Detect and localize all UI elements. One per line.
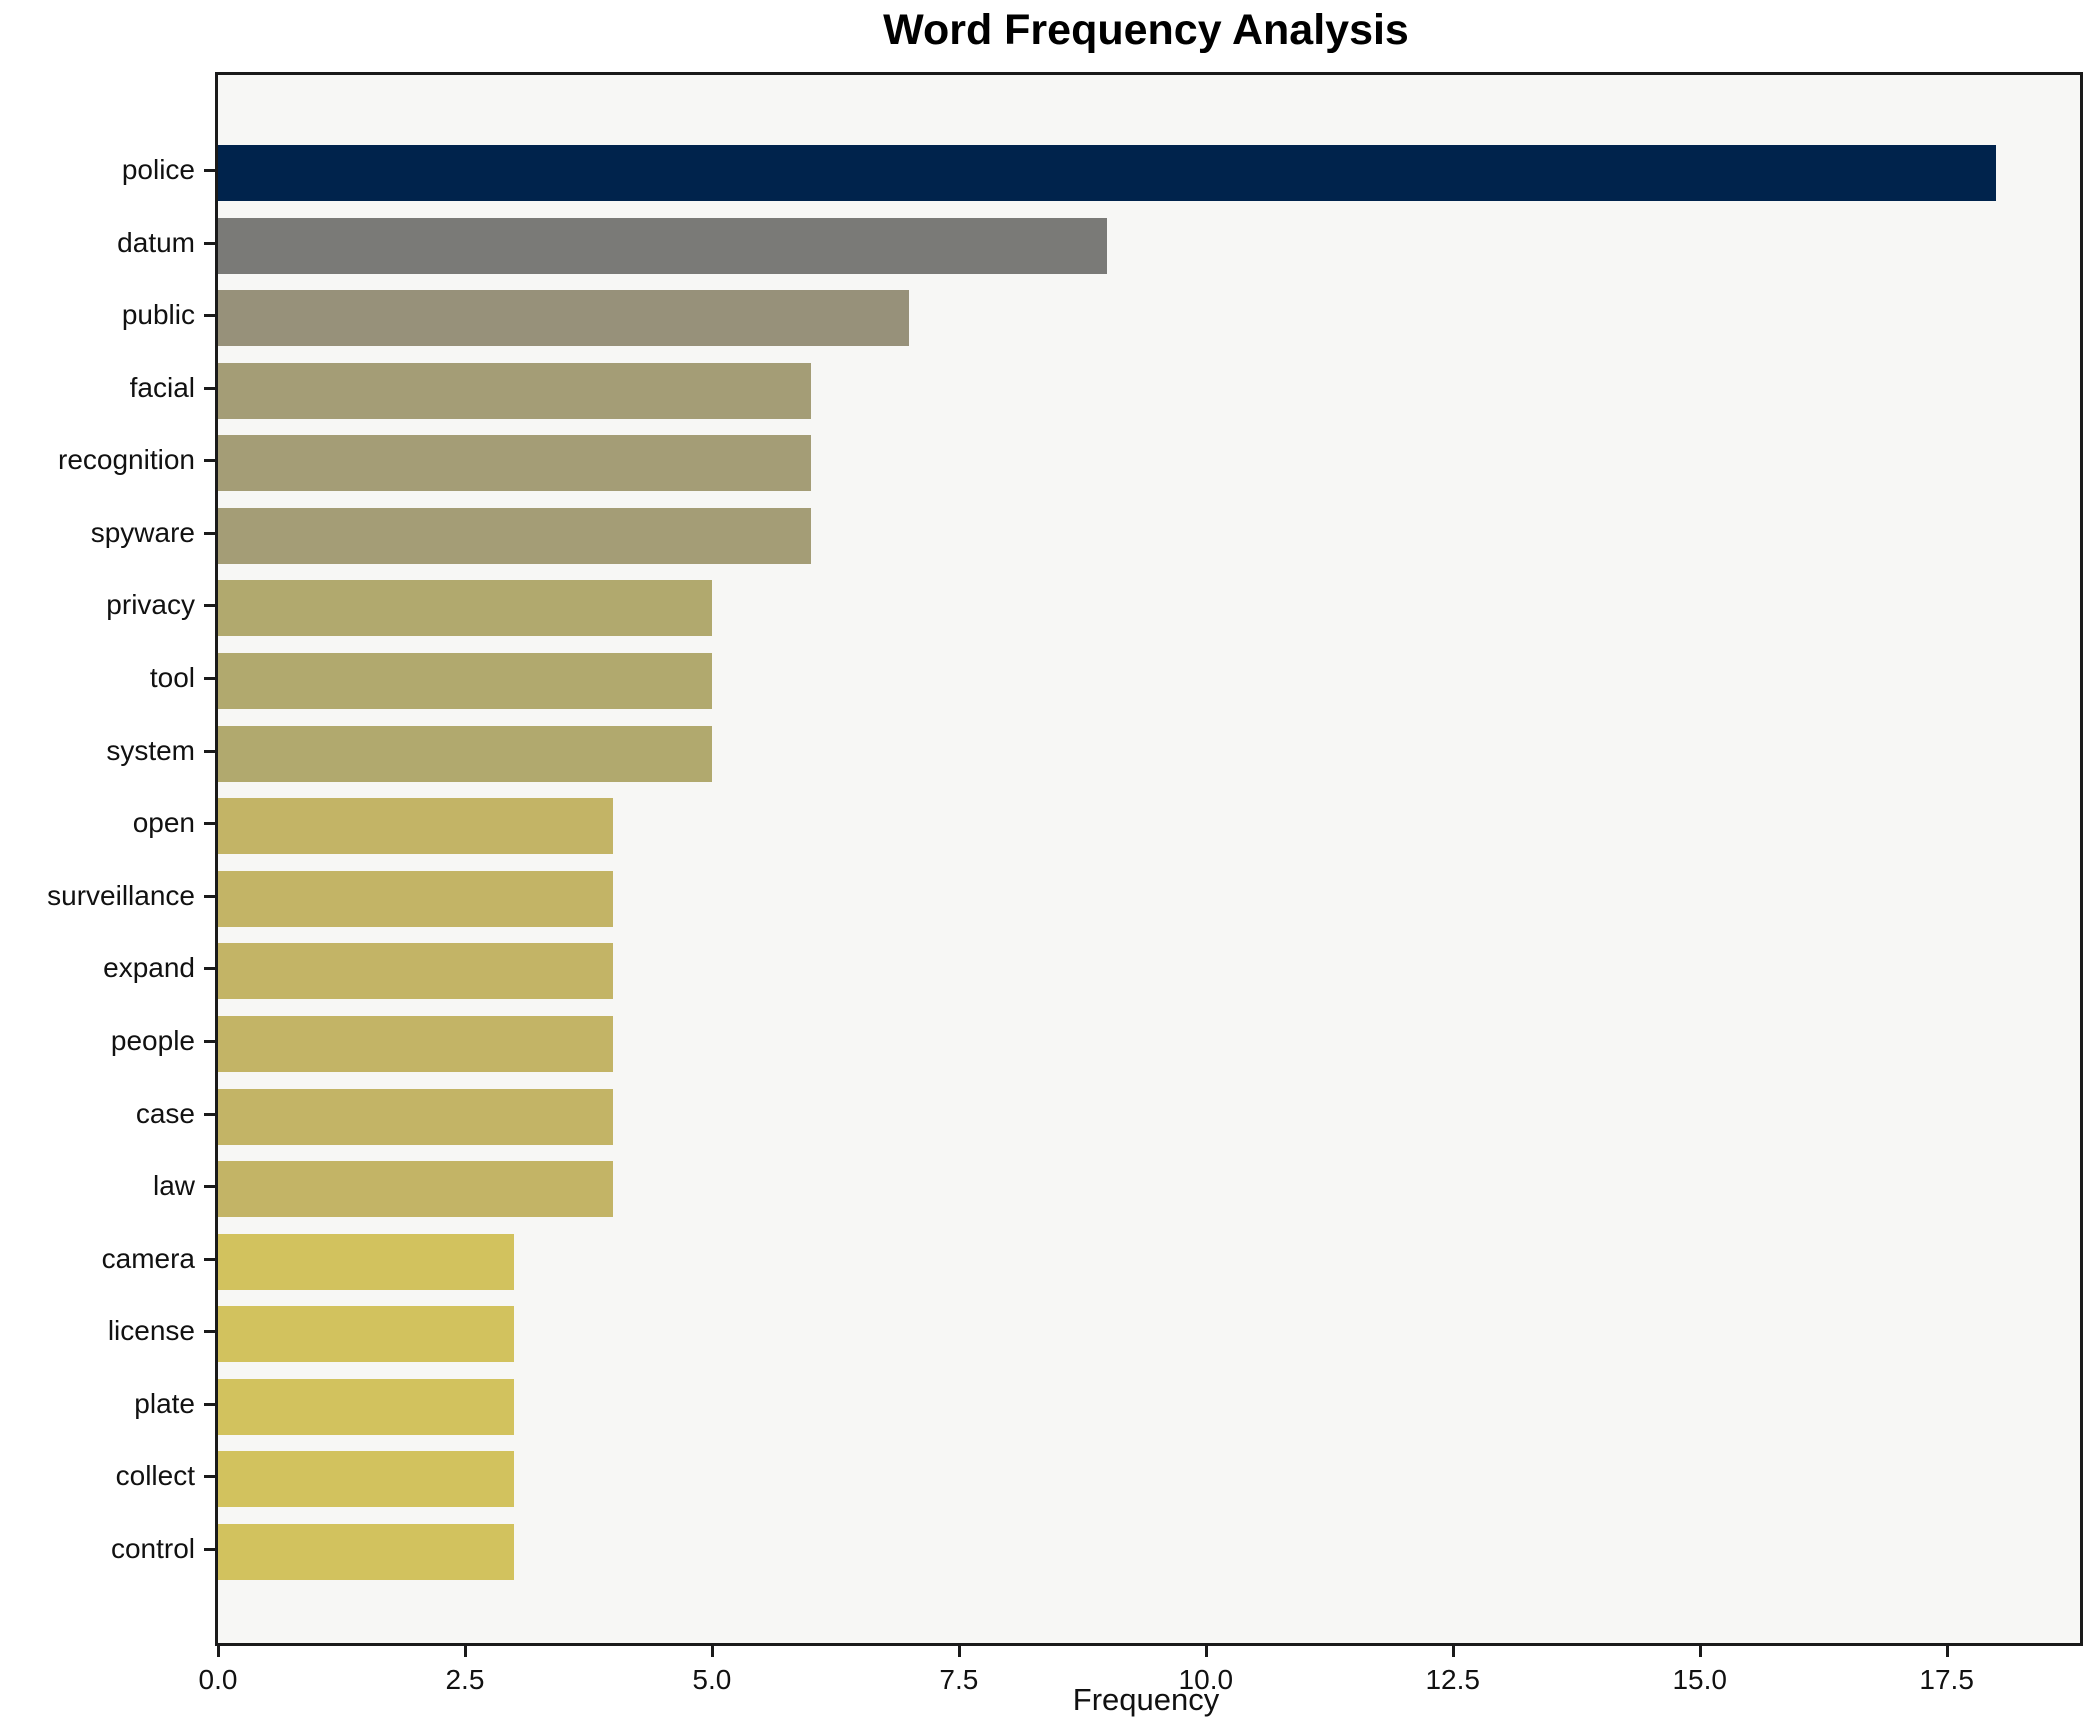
plot-area	[215, 72, 2083, 1646]
y-tick-mark	[204, 1257, 215, 1261]
bar-people	[218, 1015, 614, 1072]
bar-spyware	[218, 507, 811, 564]
y-tick-mark	[204, 1112, 215, 1116]
y-tick-mark	[204, 604, 215, 608]
x-tick-label-7.5: 7.5	[939, 1664, 979, 1695]
x-tick-mark	[217, 1646, 220, 1657]
y-tick-label-expand: expand	[103, 952, 195, 984]
y-tick-mark	[204, 749, 215, 753]
y-tick-mark	[204, 459, 215, 463]
x-tick-label-10.0: 10.0	[1178, 1664, 1234, 1695]
bar-tool	[218, 653, 712, 710]
bar-license	[218, 1306, 515, 1363]
y-tick-label-plate: plate	[134, 1387, 195, 1419]
y-tick-mark	[204, 314, 215, 318]
y-tick-label-license: license	[107, 1315, 195, 1347]
y-tick-mark	[204, 1039, 215, 1043]
y-tick-label-tool: tool	[149, 662, 195, 694]
y-tick-mark	[204, 1475, 215, 1479]
x-tick-label-17.5: 17.5	[1919, 1664, 1974, 1695]
y-tick-label-collect: collect	[115, 1460, 195, 1492]
x-tick-label-0.0: 0.0	[198, 1664, 238, 1695]
y-tick-mark	[204, 1402, 215, 1406]
x-tick-mark	[1945, 1646, 1949, 1657]
x-tick-mark	[1204, 1646, 1208, 1657]
y-tick-mark	[204, 169, 215, 172]
x-tick-label-12.5: 12.5	[1425, 1664, 1480, 1695]
bar-case	[218, 1088, 614, 1145]
y-tick-label-system: system	[106, 734, 195, 766]
bar-open	[218, 798, 614, 855]
y-tick-mark	[204, 531, 215, 535]
bar-surveillance	[218, 870, 614, 927]
bar-expand	[218, 943, 614, 1000]
bar-camera	[218, 1233, 515, 1290]
y-tick-mark	[204, 967, 215, 971]
bar-system	[218, 725, 712, 782]
bar-plate	[218, 1378, 515, 1435]
y-tick-mark	[204, 822, 215, 826]
y-tick-label-law: law	[152, 1170, 195, 1202]
y-tick-label-datum: datum	[117, 226, 195, 258]
y-tick-label-people: people	[110, 1024, 195, 1056]
y-tick-mark	[204, 1185, 215, 1189]
y-tick-label-control: control	[110, 1533, 195, 1565]
y-tick-mark	[204, 241, 215, 245]
bar-police	[218, 145, 1997, 201]
y-tick-mark	[204, 677, 215, 681]
bar-public	[218, 290, 910, 347]
y-tick-label-surveillance: surveillance	[47, 879, 195, 911]
bar-datum	[218, 217, 1108, 274]
y-tick-label-camera: camera	[101, 1242, 195, 1274]
y-tick-mark	[204, 894, 215, 898]
x-axis-title: Frequency	[1072, 1682, 1220, 1717]
x-tick-mark	[1451, 1646, 1455, 1657]
x-tick-label-2.5: 2.5	[445, 1664, 485, 1695]
y-tick-mark	[204, 1548, 215, 1552]
x-tick-label-15.0: 15.0	[1672, 1664, 1727, 1695]
y-tick-label-facial: facial	[129, 371, 195, 403]
x-tick-label-5.0: 5.0	[692, 1664, 732, 1695]
y-tick-label-privacy: privacy	[106, 589, 195, 621]
bar-recognition	[218, 435, 811, 492]
bar-collect	[218, 1451, 515, 1508]
bar-facial	[218, 362, 811, 419]
y-tick-label-police: police	[121, 154, 195, 185]
y-tick-label-spyware: spyware	[90, 516, 195, 548]
x-tick-mark	[710, 1646, 714, 1657]
y-tick-mark	[204, 1330, 215, 1334]
x-tick-mark	[463, 1646, 467, 1657]
x-tick-mark	[1698, 1646, 1702, 1657]
bar-control	[218, 1524, 515, 1581]
x-tick-mark	[957, 1646, 961, 1657]
y-tick-label-recognition: recognition	[58, 444, 195, 476]
bar-privacy	[218, 580, 712, 637]
y-tick-label-case: case	[135, 1097, 195, 1129]
bar-law	[218, 1161, 614, 1218]
y-tick-label-public: public	[121, 299, 195, 331]
chart-title: Word Frequency Analysis	[883, 6, 1409, 54]
y-tick-mark	[204, 386, 215, 390]
y-tick-label-open: open	[132, 807, 195, 839]
